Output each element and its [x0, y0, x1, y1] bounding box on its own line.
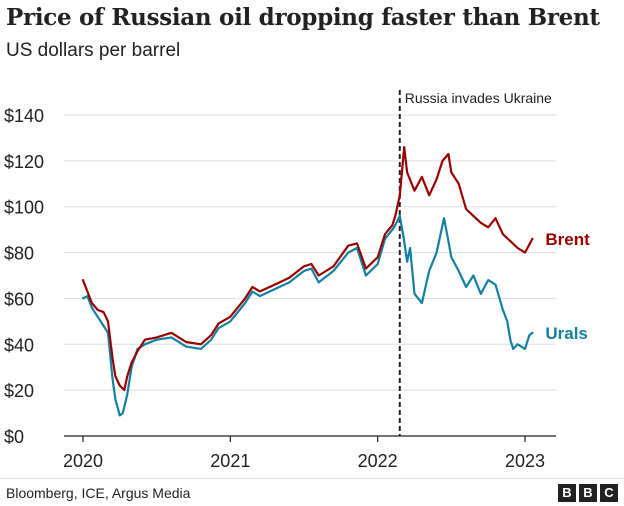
y-tick-label: $80 [4, 244, 34, 264]
series-label-brent: Brent [545, 230, 590, 249]
line-chart: $0 $20 $40 $60 $80 $100 $120 $140 2020 2021 2022 20… [4, 90, 590, 471]
series-line-urals [81, 214, 534, 417]
y-tick-label: $40 [4, 335, 34, 355]
y-tick-label: $0 [4, 427, 24, 447]
y-tick-label: $140 [4, 106, 44, 126]
x-tick-label: 2020 [63, 451, 103, 471]
bbc-logo: B B C [558, 484, 618, 502]
invasion-annotation-label: Russia invades Ukraine [405, 90, 552, 106]
x-tick-label: 2022 [358, 451, 398, 471]
chart-title: Price of Russian oil dropping faster tha… [6, 4, 600, 31]
x-tick-label: 2023 [505, 451, 545, 471]
bbc-logo-letter: B [579, 484, 597, 502]
footer-divider [0, 478, 624, 479]
series-line-brent [81, 146, 534, 392]
x-tick-label: 2021 [210, 451, 250, 471]
y-tick-label: $120 [4, 152, 44, 172]
bbc-logo-letter: B [558, 484, 576, 502]
y-tick-label: $20 [4, 381, 34, 401]
series-label-urals: Urals [545, 324, 588, 343]
bbc-logo-letter: C [600, 484, 618, 502]
source-note: Bloomberg, ICE, Argus Media [6, 485, 191, 501]
y-tick-label: $60 [4, 289, 34, 309]
y-tick-label: $100 [4, 198, 44, 218]
chart-subtitle: US dollars per barrel [6, 40, 181, 61]
